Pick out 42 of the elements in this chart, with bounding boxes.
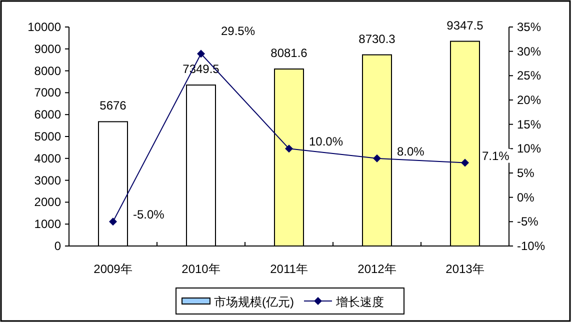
y2-tick-label: 30% — [517, 44, 542, 58]
y-tick-label: 6000 — [34, 108, 62, 122]
y-tick-label: 7000 — [34, 86, 62, 100]
y2-tick-label: 0% — [517, 190, 535, 204]
y2-tick-label: 15% — [517, 117, 542, 132]
y2-tick-label: 5% — [517, 166, 535, 180]
x-tick-label: 2013年 — [446, 262, 484, 276]
y2-tick-label: 35% — [517, 20, 542, 34]
y2-tick-label: 20% — [517, 93, 542, 107]
y2-tick-label: 25% — [517, 68, 542, 83]
y-tick-label: 9000 — [34, 42, 62, 56]
y-tick-label: 10000 — [28, 20, 62, 34]
y-tick-label: 1000 — [34, 217, 62, 232]
y-tick-label: 2000 — [34, 195, 62, 210]
y2-tick-label: -10% — [517, 239, 546, 253]
data-label: 10.0% — [309, 134, 344, 149]
data-label: 5676 — [100, 98, 127, 113]
y-tick-label: 5000 — [34, 130, 62, 144]
y-tick-label: 8000 — [34, 64, 62, 78]
data-label: -5.0% — [133, 208, 165, 222]
y2-tick-label: -5% — [517, 214, 539, 229]
data-label: 29.5% — [221, 24, 256, 38]
data-label: 7.1% — [482, 148, 510, 163]
point — [109, 218, 117, 226]
data-label: 8730.3 — [358, 32, 396, 46]
x-tick-label: 2009年 — [94, 262, 132, 276]
x-tick-label: 2012年 — [358, 262, 396, 276]
x-tick-label: 2010年 — [182, 262, 220, 276]
y-tick-label: 4000 — [34, 151, 62, 166]
x-tick-label: 2011年 — [270, 262, 308, 276]
legend-label: 市场规模(亿元) — [214, 295, 294, 309]
point — [461, 158, 469, 167]
point — [197, 50, 205, 58]
data-label: 8081.6 — [270, 46, 308, 60]
legend-label: 增长速度 — [335, 295, 384, 309]
data-label: 9347.5 — [446, 18, 484, 32]
point — [373, 154, 381, 162]
y-tick-label: 3000 — [34, 173, 62, 188]
y-tick-label: 0 — [54, 239, 62, 253]
y2-tick-label: 10% — [517, 142, 542, 156]
point — [285, 144, 293, 153]
data-label: 8.0% — [397, 144, 425, 158]
